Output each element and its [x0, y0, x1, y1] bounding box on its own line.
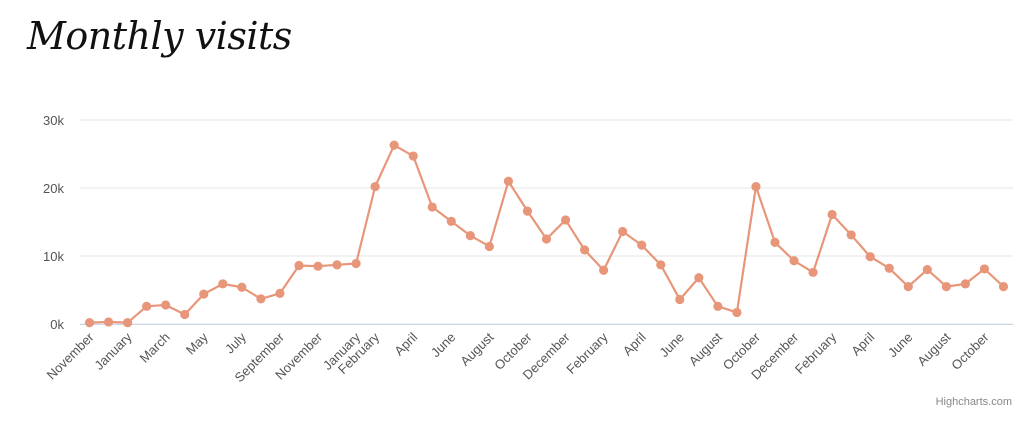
data-point[interactable]: [218, 279, 228, 289]
data-point[interactable]: [579, 245, 590, 255]
x-tick-label: July: [222, 329, 249, 356]
data-point[interactable]: [656, 260, 666, 270]
data-point[interactable]: [637, 240, 647, 250]
data-point[interactable]: [751, 182, 761, 192]
data-point[interactable]: [560, 215, 571, 225]
data-point[interactable]: [979, 264, 990, 274]
data-point[interactable]: [998, 282, 1009, 292]
data-point[interactable]: [922, 265, 932, 275]
data-point[interactable]: [256, 294, 266, 304]
data-point[interactable]: [142, 301, 152, 311]
data-point[interactable]: [770, 237, 780, 247]
series-line: [89, 144, 1005, 324]
credits-link[interactable]: Highcharts.com: [935, 396, 1012, 408]
data-point[interactable]: [465, 231, 475, 241]
data-point[interactable]: [484, 241, 494, 252]
x-tick-label: February: [792, 329, 840, 377]
data-point[interactable]: [237, 282, 247, 292]
data-point[interactable]: [522, 206, 533, 216]
x-tick-label: June: [885, 330, 916, 361]
x-tick-label: January: [91, 329, 135, 373]
data-point[interactable]: [161, 300, 171, 310]
series-visits: [84, 140, 1009, 328]
data-point[interactable]: [180, 309, 190, 320]
data-point[interactable]: [123, 318, 133, 328]
data-point[interactable]: [884, 263, 894, 273]
data-point[interactable]: [389, 140, 399, 150]
x-tick-label: October: [948, 329, 992, 373]
x-tick-label: June: [656, 330, 687, 361]
data-point[interactable]: [199, 289, 209, 299]
data-point[interactable]: [846, 230, 856, 240]
data-point[interactable]: [313, 261, 323, 271]
data-point[interactable]: [541, 234, 552, 244]
data-point[interactable]: [827, 209, 837, 220]
y-tick-label: 0k: [50, 317, 64, 332]
x-tick-label: April: [620, 329, 649, 358]
data-point[interactable]: [294, 260, 304, 271]
data-point[interactable]: [503, 176, 514, 186]
chart-title: Monthly visits: [27, 14, 292, 58]
data-point[interactable]: [865, 252, 875, 262]
x-tick-label: April: [391, 329, 420, 358]
data-point[interactable]: [941, 282, 951, 292]
data-point[interactable]: [275, 288, 285, 298]
data-point[interactable]: [694, 273, 704, 283]
data-point[interactable]: [732, 307, 742, 318]
y-axis-labels: 0k 10k 20k 30k: [43, 113, 64, 332]
data-point[interactable]: [370, 182, 380, 192]
x-tick-label: May: [183, 329, 211, 357]
x-tick-label: November: [44, 329, 97, 382]
y-tick-label: 20k: [43, 181, 64, 196]
data-point[interactable]: [789, 256, 799, 266]
data-point[interactable]: [599, 265, 609, 275]
data-point[interactable]: [618, 226, 628, 237]
data-point[interactable]: [332, 260, 342, 270]
data-point[interactable]: [446, 216, 456, 226]
x-tick-label: June: [428, 330, 459, 361]
data-point[interactable]: [351, 258, 361, 269]
data-point[interactable]: [713, 301, 723, 311]
data-point[interactable]: [675, 294, 685, 305]
data-point[interactable]: [427, 202, 437, 212]
y-tick-label: 10k: [43, 249, 64, 264]
x-tick-label: April: [848, 329, 877, 358]
x-tick-label: March: [137, 330, 173, 366]
data-point[interactable]: [408, 151, 418, 161]
data-point[interactable]: [103, 317, 114, 327]
x-tick-label: February: [563, 329, 611, 377]
data-point[interactable]: [903, 282, 913, 292]
data-point[interactable]: [808, 267, 818, 277]
grid-lines: [80, 119, 1013, 325]
data-point[interactable]: [960, 279, 970, 289]
y-tick-label: 30k: [43, 113, 64, 128]
data-point[interactable]: [84, 318, 95, 328]
